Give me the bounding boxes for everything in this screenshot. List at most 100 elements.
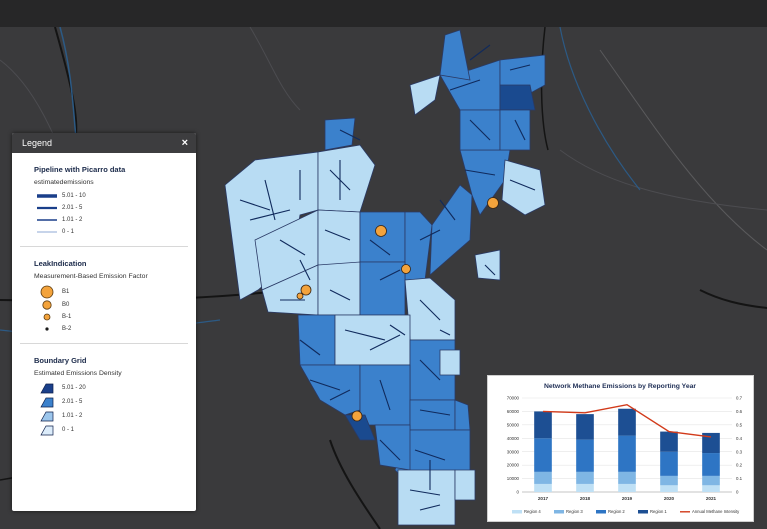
bar-segment [660,451,678,476]
y2-tick-label: 0.1 [736,476,743,481]
legend-section-subtitle: estimatedemissions [34,179,94,186]
bar-segment [534,471,552,484]
bar-segment [660,431,678,452]
legend-swatch [554,510,564,514]
legend-item: 2.01 - 5 [34,202,196,214]
grid-cell [324,117,356,151]
y2-tick-label: 0.3 [736,449,743,454]
line-thin-icon [34,217,60,223]
bar-segment [618,483,636,492]
bar-segment [660,485,678,492]
legend-label: Region 4 [524,509,541,514]
grid-cell [299,364,361,416]
bar-segment [660,475,678,486]
bar-segment [618,435,636,472]
grid-cell [501,159,546,216]
x-tick-label: 2021 [706,496,717,501]
leak-marker [375,225,387,237]
grid-cell [317,209,361,266]
grid-cell [439,349,461,376]
legend-title: Legend [22,138,53,148]
bar-segment [702,432,720,454]
line-medium-icon [34,205,60,211]
legend-section-title: Pipeline with Picarro data [34,165,126,174]
grid-cell [499,84,536,111]
legend-item: B-1 [34,311,196,323]
legend-label: Annual Methane Intensity [692,509,740,514]
leak-marker [351,410,363,422]
legend-item: 1.01 - 2 [34,214,196,226]
legend-section-subtitle: Estimated Emissions Density [34,370,122,377]
y2-tick-label: 0.5 [736,422,743,427]
legend-section-title: LeakIndication [34,259,87,268]
grid-swatch-icon [34,425,60,436]
leak-markers [296,197,499,422]
chart-svg: Network Methane Emissions by Reporting Y… [507,383,743,514]
legend-item: B-2 [34,323,196,335]
leak-marker [401,264,411,274]
grid-cell [409,74,441,116]
bar-segment [618,408,636,436]
y2-tick-label: 0 [736,490,739,495]
bar-segment [702,453,720,476]
bar-segment [534,411,552,439]
legend-section-pipeline: Pipeline with Picarro data estimatedemis… [12,153,196,238]
top-bar [0,0,767,27]
pipeline-segments [239,44,536,511]
y-tick-label: 0 [517,490,520,495]
emissions-chart: Network Methane Emissions by Reporting Y… [487,375,754,522]
legend-item: B1 [34,284,196,299]
leak-small-icon [34,312,60,322]
y2-tick-label: 0.2 [736,463,743,468]
grid-swatch-icon [34,411,60,422]
leak-large-icon [34,285,60,299]
line-thick-icon [34,193,60,199]
bar-segment [576,439,594,472]
legend-section-title: Boundary Grid [34,356,87,365]
legend-item: 5.01 - 10 [34,190,196,202]
bar-segment [534,483,552,492]
grid-cell [317,144,376,213]
grid-swatch-icon [34,397,60,408]
grid-cell [334,314,411,366]
grid-cell [297,314,336,366]
legend-item: 1.01 - 2 [34,409,196,423]
legend-header: Legend × [12,133,196,153]
grid-cell [499,109,531,151]
legend-swatch [512,510,522,514]
legend-item: 2.01 - 5 [34,395,196,409]
x-tick-label: 2018 [580,496,591,501]
grid-cell [359,261,406,316]
y-tick-label: 20000 [507,463,520,468]
y-tick-label: 30000 [507,449,520,454]
close-icon[interactable]: × [181,137,188,149]
grid-cell [429,184,473,276]
legend-item: 0 - 1 [34,226,196,238]
legend-swatch [596,510,606,514]
leak-medium-icon [34,299,60,311]
legend-section-grid: Boundary Grid Estimated Emissions Densit… [12,344,196,437]
grid-cell [474,249,501,281]
grid-cell [397,469,456,526]
y-tick-label: 10000 [507,476,520,481]
y-tick-label: 50000 [507,422,520,427]
leak-marker [296,292,304,300]
legend-section-leak: LeakIndication Measurement-Based Emissio… [12,247,196,335]
bar-segment [618,471,636,484]
intensity-line [542,403,712,438]
legend-item: 5.01 - 20 [34,381,196,395]
grid-cell [317,261,361,316]
boundary-grid [224,29,546,526]
bar-segment [702,485,720,492]
bar-segment [576,471,594,484]
y2-tick-label: 0.7 [736,396,743,401]
bar-segment [576,483,594,492]
y-tick-label: 70000 [507,396,520,401]
y2-tick-label: 0.4 [736,436,743,441]
y-tick-label: 60000 [507,409,520,414]
legend-label: Region 3 [566,509,583,514]
y-tick-label: 40000 [507,436,520,441]
leak-tiny-icon [34,325,60,333]
legend-section-subtitle: Measurement-Based Emission Factor [34,273,148,280]
x-tick-label: 2017 [538,496,549,501]
